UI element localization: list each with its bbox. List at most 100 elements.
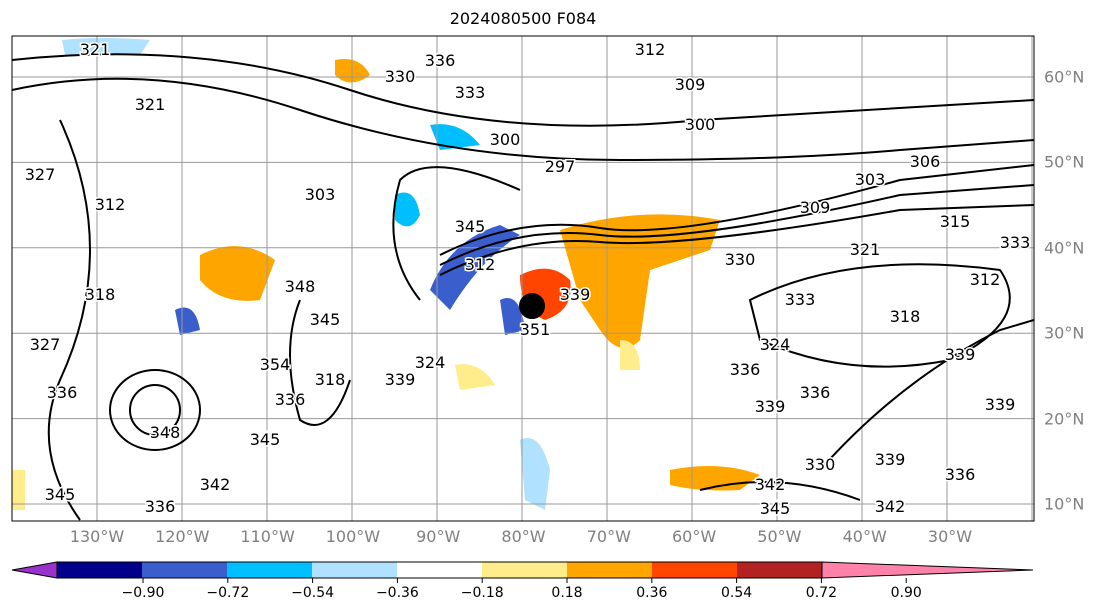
contour-line <box>748 263 1011 368</box>
longitude-label: 120°W <box>155 527 210 546</box>
plot-title: 2024080500 F084 <box>449 9 597 28</box>
contour-label: 300 <box>685 115 716 134</box>
contour-label: 303 <box>305 185 336 204</box>
contour-label: 315 <box>940 212 971 231</box>
contour-line <box>109 369 202 451</box>
contour-label: 336 <box>800 383 831 402</box>
contour-label: 348 <box>150 423 181 442</box>
latitude-label: 40°N <box>1044 238 1085 258</box>
contour-label: 336 <box>425 51 456 70</box>
contour-label: 336 <box>730 360 761 379</box>
contour-labels: 321 321 327 312 318 327 336 348 345 342 336 336 333 3… <box>23 39 1032 520</box>
positive-anomaly-region <box>455 364 495 390</box>
contour-label: 345 <box>250 430 281 449</box>
longitude-label: 30°W <box>927 527 973 546</box>
positive-anomaly-region <box>200 246 275 301</box>
contour-line <box>439 204 1034 276</box>
contour-line <box>439 184 1034 266</box>
contour-label: 333 <box>455 83 486 102</box>
contour-label: 324 <box>415 353 446 372</box>
contour-line <box>12 77 1034 162</box>
positive-anomaly-region <box>620 340 640 370</box>
colorbar-segment <box>737 562 822 578</box>
contour-label: 345 <box>310 310 341 329</box>
contour-label: 339 <box>945 345 976 364</box>
contour-line <box>289 299 351 426</box>
graticule <box>12 36 1034 521</box>
contour-label: 321 <box>80 40 111 59</box>
colorbar-segment <box>312 562 397 578</box>
latitude-label: 30°N <box>1044 323 1085 343</box>
contour-label: 312 <box>970 270 1001 289</box>
colorbar-tick-label: 0.18 <box>551 585 583 601</box>
colorbar-extend-max <box>821 561 1034 579</box>
contour-label: 321 <box>850 240 881 259</box>
contour-label: 336 <box>945 465 976 484</box>
contour-label: 318 <box>315 370 346 389</box>
negative-anomaly-region <box>430 124 480 150</box>
contour-label: 303 <box>855 170 886 189</box>
contour-line <box>699 481 861 501</box>
contour-label: 318 <box>890 307 921 326</box>
latitude-label: 10°N <box>1044 494 1085 514</box>
contour-label: 345 <box>455 217 486 236</box>
colorbar-tick-label: −0.18 <box>460 585 504 601</box>
colorbar-tick-label: −0.72 <box>206 585 250 601</box>
colorbar-segment <box>397 562 482 578</box>
positive-anomaly-region <box>12 470 25 510</box>
longitude-label: 130°W <box>69 527 125 546</box>
contour-label: 312 <box>95 195 126 214</box>
longitude-label: 80°W <box>501 527 546 546</box>
contour-label: 309 <box>675 75 706 94</box>
contour-label: 327 <box>25 165 56 184</box>
colorbar-tick-label: 0.36 <box>636 585 668 601</box>
contour-label: 312 <box>635 40 666 59</box>
map-frame <box>11 35 1035 522</box>
negative-anomaly-region <box>500 298 525 335</box>
colorbar-segment <box>652 562 737 578</box>
contour-line <box>392 166 521 301</box>
colorbar-tick-label: 0.90 <box>890 585 922 601</box>
contour-label: 339 <box>560 285 591 304</box>
colorbar-tick-label: −0.36 <box>375 585 419 601</box>
contour-label: 342 <box>755 475 786 494</box>
contour-label: 336 <box>47 383 78 402</box>
contour-label: 333 <box>1000 233 1031 252</box>
colorbar-segment <box>227 562 312 578</box>
contour-label: 342 <box>875 497 906 516</box>
contour-line <box>12 53 1034 127</box>
contour-line <box>819 319 1034 471</box>
contour-label: 318 <box>85 285 116 304</box>
contour-layer <box>12 53 1034 521</box>
contour-label: 333 <box>785 290 816 309</box>
colorbar-extend-min <box>11 561 58 579</box>
contour-label: 348 <box>285 277 316 296</box>
contour-line <box>129 384 182 436</box>
contour-label: 297 <box>545 157 576 176</box>
contour-label: 339 <box>385 370 416 389</box>
contour-label: 324 <box>760 335 791 354</box>
contour-label: 339 <box>985 395 1016 414</box>
negative-anomaly-region <box>175 307 200 335</box>
contour-label: 354 <box>260 355 291 374</box>
latitude-label: 60°N <box>1044 67 1085 87</box>
contour-label: 330 <box>725 250 756 269</box>
contour-label: 312 <box>465 255 496 274</box>
longitude-label: 90°W <box>416 527 461 546</box>
colorbar-tick-label: −0.90 <box>121 585 165 601</box>
latitude-label: 20°N <box>1044 409 1085 429</box>
colorbar-segment <box>57 562 142 578</box>
contour-label: 339 <box>875 450 906 469</box>
colorbar-tick-label: −0.54 <box>291 585 335 601</box>
colorbar-tick-label: 0.54 <box>721 585 753 601</box>
contour-label: 330 <box>805 455 836 474</box>
contour-label: 336 <box>275 390 306 409</box>
contour-label: 345 <box>760 499 791 518</box>
contour-line <box>439 164 1034 256</box>
contour-label: 321 <box>135 95 166 114</box>
longitude-label: 40°W <box>842 527 887 546</box>
contour-label: 309 <box>800 198 831 217</box>
contour-label: 351 <box>520 320 551 339</box>
colorbar-segment <box>482 562 567 578</box>
